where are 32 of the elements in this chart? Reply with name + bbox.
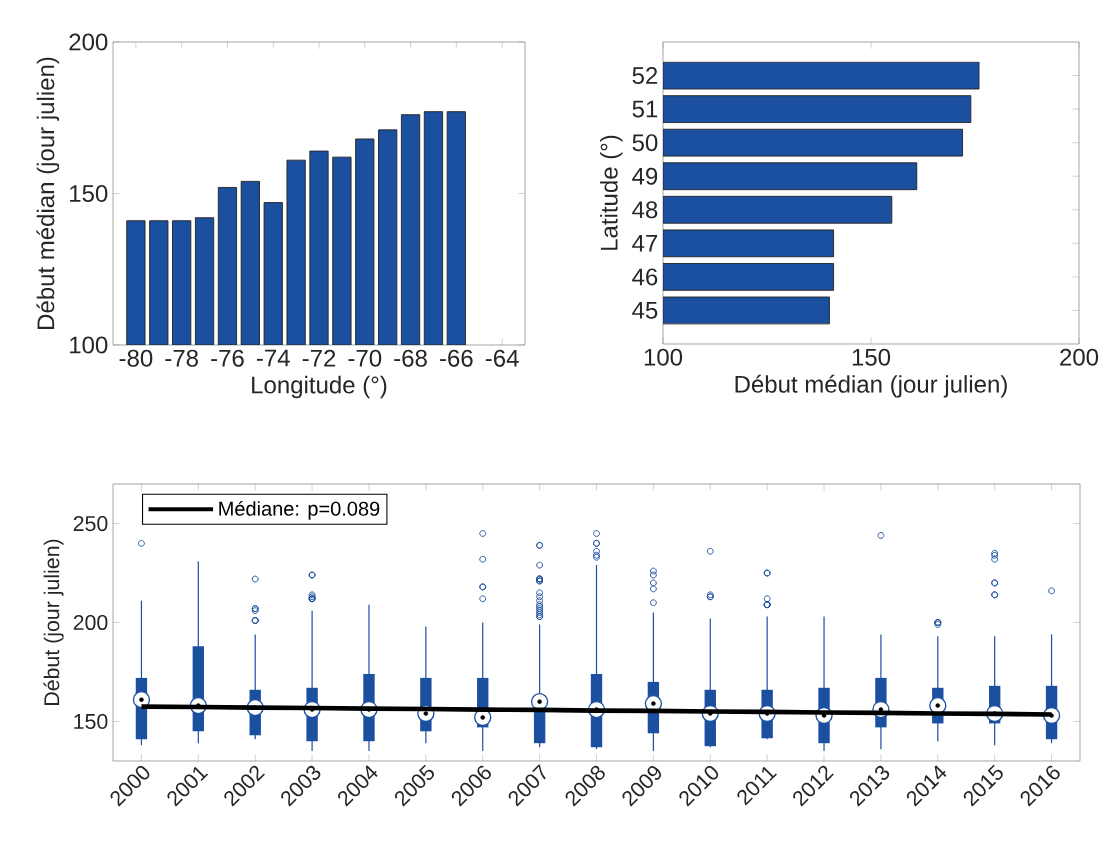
y-tick-label: 250: [73, 516, 108, 532]
y-tick-label: 47: [632, 235, 658, 252]
legend-label: Médiane: p=0.089: [219, 500, 380, 520]
y-tick-label: 46: [632, 268, 658, 286]
x-tick-label: -78: [165, 349, 198, 367]
x-tick-label: -70: [348, 349, 382, 367]
x-tick-label: -64: [485, 349, 519, 367]
x-tick-label: -72: [302, 349, 336, 367]
y-tick-label: 51: [632, 100, 658, 118]
y-tick-label: 100: [70, 336, 108, 354]
x-tick-label: -76: [211, 349, 244, 367]
y-axis-title: Début médian (jour julien): [36, 57, 60, 329]
y-tick-label: 48: [632, 201, 658, 219]
y-tick-label: 50: [632, 134, 658, 152]
y-axis-title: Latitude (°): [600, 135, 623, 250]
x-tick-label: -68: [394, 349, 427, 367]
x-tick-label: 200: [1060, 348, 1099, 366]
y-tick-label: 45: [632, 302, 658, 319]
x-tick-label: -74: [256, 349, 290, 367]
y-tick-label: 200: [73, 614, 108, 631]
x-tick-label: 150: [852, 348, 891, 366]
y-tick-label: 52: [632, 67, 658, 85]
x-axis-title: Début médian (jour julien): [735, 374, 1007, 398]
x-tick-label: -80: [119, 349, 153, 367]
y-tick-label: 49: [632, 167, 658, 185]
y-tick-label: 150: [70, 184, 108, 202]
y-tick-label: 200: [69, 33, 108, 51]
x-tick-label: 100: [644, 348, 683, 366]
y-axis-title: Début (jour julien): [43, 539, 64, 705]
x-tick-label: -66: [440, 349, 473, 367]
x-axis-title: Longitude (°): [252, 375, 387, 399]
y-tick-label: 150: [74, 713, 108, 729]
